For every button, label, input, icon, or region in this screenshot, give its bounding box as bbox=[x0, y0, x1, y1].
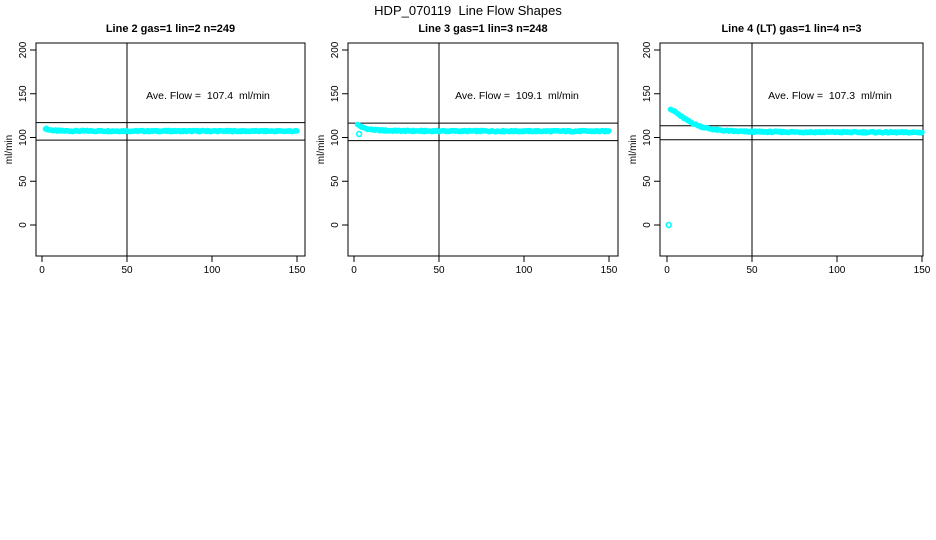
panel-plot: 0 50 100 150 200 ml/min 0 50 100 150 bbox=[4, 41, 306, 276]
y-tick-label: 150 bbox=[18, 85, 29, 102]
panel1-title: Line 2 gas=1 lin=2 n=249 bbox=[105, 23, 236, 35]
y-tick-label: 0 bbox=[18, 222, 29, 228]
data-point bbox=[919, 129, 925, 136]
x-tick-label: 150 bbox=[601, 265, 618, 276]
data-point bbox=[606, 128, 612, 134]
x-tick-label: 100 bbox=[204, 265, 221, 276]
panel-plot: 0 50 100 150 200 ml/min 0 50 100 150 bbox=[316, 41, 619, 276]
plot-box bbox=[347, 42, 619, 257]
panel2-title: Line 3 gas=1 lin=3 n=248 bbox=[418, 23, 548, 35]
plot-box bbox=[659, 42, 924, 257]
y-tick-label: 50 bbox=[642, 175, 653, 187]
plots-canvas: 0 50 100 150 200 ml/min 0 50 100 150 0 50 100 150 200 m… bbox=[4, 41, 931, 276]
panel3-title: Line 4 (LT) gas=1 lin=4 n=3 bbox=[721, 23, 862, 35]
outlier-data-point bbox=[355, 130, 363, 138]
y-tick-label: 100 bbox=[18, 129, 29, 146]
y-tick-label: 150 bbox=[642, 85, 653, 102]
y-tick-label: 100 bbox=[330, 129, 341, 146]
y-tick-label: 200 bbox=[642, 41, 653, 58]
x-tick-label: 150 bbox=[914, 265, 931, 276]
panel2-ave-flow-annotation: Ave. Flow = 109.1 ml/min bbox=[455, 90, 579, 102]
y-tick-label: 200 bbox=[18, 41, 29, 58]
y-tick-label: 0 bbox=[330, 222, 341, 228]
outlier-data-point bbox=[665, 221, 672, 229]
x-tick-label: 0 bbox=[39, 265, 45, 276]
y-tick-label: 100 bbox=[642, 129, 653, 146]
data-point bbox=[294, 128, 300, 134]
flow-data-points bbox=[665, 106, 925, 229]
x-tick-label: 50 bbox=[746, 265, 758, 276]
x-tick-label: 0 bbox=[664, 265, 670, 276]
y-axis-label: ml/min bbox=[4, 135, 15, 164]
x-tick-label: 150 bbox=[289, 265, 306, 276]
x-tick-label: 100 bbox=[516, 265, 533, 276]
y-tick-label: 200 bbox=[330, 41, 341, 58]
y-tick-label: 150 bbox=[330, 85, 341, 102]
flow-data-points bbox=[354, 121, 612, 138]
x-tick-label: 50 bbox=[121, 265, 133, 276]
y-axis-label: ml/min bbox=[316, 135, 327, 164]
y-tick-label: 50 bbox=[330, 175, 341, 187]
x-tick-label: 100 bbox=[829, 265, 846, 276]
y-tick-label: 50 bbox=[18, 175, 29, 187]
panel-plot: 0 50 100 150 200 ml/min 0 50 100 150 bbox=[628, 41, 931, 276]
flow-data-points bbox=[42, 125, 300, 135]
y-tick-label: 0 bbox=[642, 222, 653, 228]
panel1-ave-flow-annotation: Ave. Flow = 107.4 ml/min bbox=[146, 90, 270, 102]
panel3-ave-flow-annotation: Ave. Flow = 107.3 ml/min bbox=[768, 90, 892, 102]
y-axis-label: ml/min bbox=[628, 135, 639, 164]
x-tick-label: 0 bbox=[351, 265, 357, 276]
x-tick-label: 50 bbox=[433, 265, 445, 276]
plot-box bbox=[35, 42, 306, 257]
figure-title: HDP_070119 Line Flow Shapes bbox=[374, 3, 562, 18]
